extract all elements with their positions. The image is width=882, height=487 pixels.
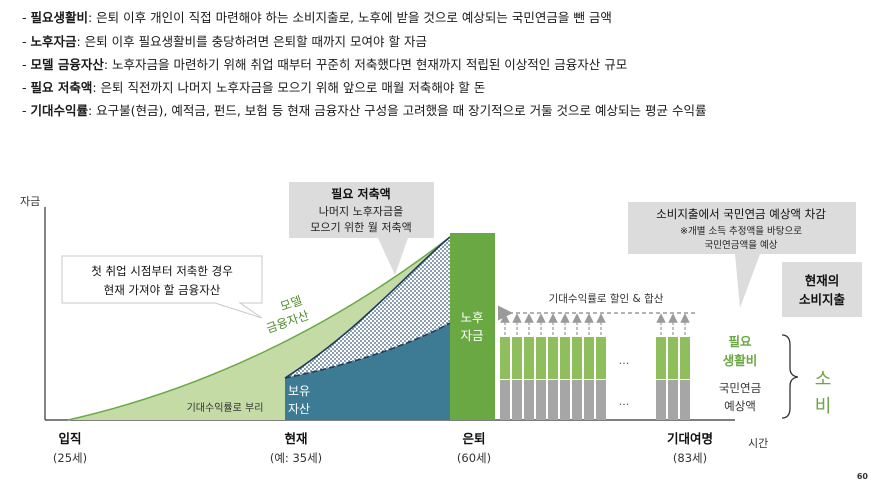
- compound-note: 기대수익률로 부리: [187, 402, 264, 414]
- discount-note: 기대수익률로 할인 & 합산: [549, 293, 664, 305]
- need-living-cost-bar: [560, 337, 570, 379]
- need-living-cost-bar: [668, 337, 678, 379]
- definition-text: : 요구불(현금), 예적금, 펀드, 보험 등 현재 금융자산 구성을 고려했…: [88, 103, 707, 118]
- current-consumption-line-1: 현재의: [805, 273, 840, 288]
- current-consumption-line-2: 소비지출: [799, 292, 846, 307]
- definition-expected-return: - 기대수익률: 요구불(현금), 예적금, 펀드, 보험 등 현재 금융자산 …: [22, 103, 707, 118]
- holding-assets-label-2: 자산: [288, 402, 310, 416]
- holding-assets-area: [285, 323, 450, 420]
- need-living-cost-bar: [524, 337, 534, 379]
- holding-assets-curve: [284, 322, 451, 379]
- definition-retirement-fund: - 노후자금: 은퇴 이후 필요생활비를 충당하려면 은퇴할 때까지 모여야 할…: [22, 34, 427, 49]
- model-assets-curve: [67, 236, 451, 421]
- pension-bar: [596, 380, 606, 420]
- timeline-retire-label: 은퇴: [462, 431, 485, 446]
- definition-term: 기대수익률: [30, 103, 88, 118]
- required-savings-curve: [284, 236, 451, 379]
- timeline-life-expectancy-age: (83세): [673, 451, 707, 465]
- definition-living-cost: - 필요생활비: 은퇴 이후 개인이 직접 마련해야 하는 소비지출로, 노후에…: [22, 10, 612, 25]
- consumption-label-2: 비: [815, 396, 832, 417]
- pension-deduction-title: 소비지출에서 국민연금 예상액 차감: [656, 207, 826, 221]
- page-number: 60: [857, 472, 869, 481]
- pension-bar: [524, 380, 534, 420]
- pension-bar: [548, 380, 558, 420]
- first-job-line-1: 첫 취업 시점부터 저축한 경우: [91, 264, 233, 278]
- need-living-cost-label-2: 생활비: [723, 353, 758, 368]
- need-living-cost-bar: [500, 337, 510, 379]
- y-axis-label: 자금: [20, 195, 40, 208]
- need-living-cost-bar: [656, 337, 666, 379]
- consumption-label-1: 소: [815, 369, 832, 390]
- definition-term: 필요 저축액: [30, 80, 93, 95]
- required-savings-line-1: 나머지 노후자금을: [319, 205, 403, 218]
- timeline-life-expectancy-label: 기대여명: [667, 431, 713, 446]
- pension-bar: [680, 380, 690, 420]
- consumption-brace: [781, 334, 799, 419]
- ellipsis-bottom: ...: [619, 395, 630, 408]
- required-savings-area: [285, 237, 450, 420]
- pension-bar: [572, 380, 582, 420]
- definition-text: : 은퇴 이후 개인이 직접 마련해야 하는 소비지출로, 노후에 받을 것으로…: [88, 10, 612, 25]
- timeline-now-age: (예: 35세): [270, 451, 322, 465]
- pension-bar: [656, 380, 666, 420]
- required-savings-callout: [289, 182, 434, 275]
- definition-text: : 은퇴 직전까지 나머지 노후자금을 모으기 위해 앞으로 매월 저축해야 할…: [92, 80, 486, 95]
- definition-model-assets: - 모델 금융자산: 노후자금을 마련하기 위해 취업 때부터 꾸준히 저축했다…: [22, 57, 628, 72]
- need-living-cost-bar: [572, 337, 582, 379]
- definition-term: 노후자금: [30, 34, 77, 49]
- post-retirement-bars: [500, 337, 690, 420]
- need-living-cost-bar: [512, 337, 522, 379]
- x-axis-label: 시간: [748, 437, 768, 450]
- first-job-line-2: 현재 가져야 할 금융자산: [104, 283, 221, 297]
- need-living-cost-label-1: 필요: [728, 334, 752, 349]
- timeline-start-label: 입직: [58, 431, 81, 446]
- need-living-cost-bar: [548, 337, 558, 379]
- model-assets-label-1: 모델: [278, 293, 303, 313]
- need-living-cost-bar: [584, 337, 594, 379]
- ellipsis-top: ...: [619, 354, 630, 367]
- need-living-cost-bar: [596, 337, 606, 379]
- pension-deduction-callout: [628, 202, 856, 308]
- pension-bar: [512, 380, 522, 420]
- current-consumption-box: [782, 262, 862, 317]
- required-savings-line-2: 모으기 위한 월 저축액: [310, 221, 412, 234]
- pension-label-2: 예상액: [724, 399, 756, 413]
- retirement-fund-bar: [450, 233, 495, 420]
- first-job-callout: [61, 255, 263, 319]
- pension-bar: [668, 380, 678, 420]
- required-savings-title: 필요 저축액: [331, 186, 390, 201]
- definition-text: : 노후자금을 마련하기 위해 취업 때부터 꾸준히 저축했다면 현재까지 적립…: [103, 57, 628, 72]
- timeline-start-age: (25세): [53, 451, 87, 465]
- pension-bar: [584, 380, 594, 420]
- pension-label-1: 국민연금: [719, 381, 761, 395]
- need-living-cost-bar: [680, 337, 690, 379]
- definition-term: 필요생활비: [30, 10, 88, 25]
- pension-bar: [536, 380, 546, 420]
- definition-text: : 은퇴 이후 필요생활비를 충당하려면 은퇴할 때까지 모여야 할 자금: [76, 34, 427, 49]
- pension-bar: [560, 380, 570, 420]
- retirement-fund-label-1: 노후: [460, 310, 483, 325]
- discount-arrow-group: [500, 313, 690, 335]
- pension-bar: [500, 380, 510, 420]
- need-living-cost-bar: [536, 337, 546, 379]
- retirement-fund-label-2: 자금: [460, 328, 483, 343]
- holding-assets-label-1: 보유: [288, 384, 310, 398]
- timeline-retire-age: (60세): [457, 451, 491, 465]
- timeline-now-label: 현재: [284, 431, 307, 446]
- pension-deduction-line-1: ※개별 소득 추정액을 바탕으로: [680, 225, 802, 237]
- definition-term: 모델 금융자산: [30, 57, 104, 72]
- pension-deduction-line-2: 국민연금액을 예상: [705, 239, 778, 251]
- definition-required-savings: - 필요 저축액: 은퇴 직전까지 나머지 노후자금을 모으기 위해 앞으로 매…: [22, 80, 486, 95]
